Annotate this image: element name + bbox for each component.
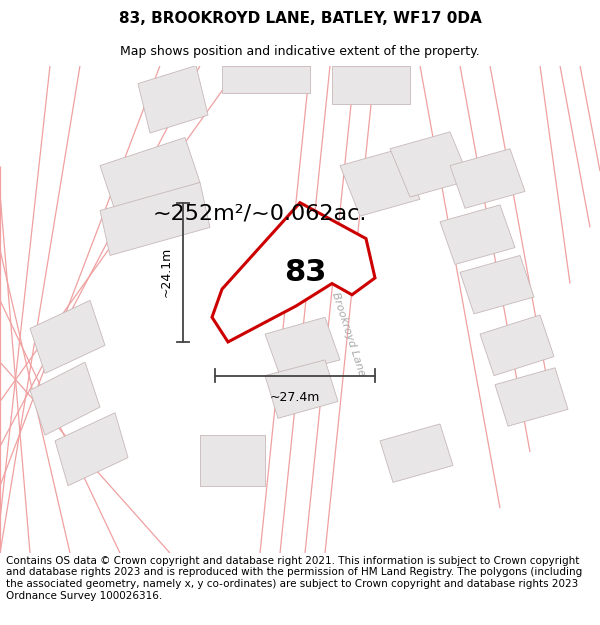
Polygon shape: [30, 301, 105, 373]
Text: ~24.1m: ~24.1m: [160, 247, 173, 298]
Polygon shape: [390, 132, 470, 197]
Polygon shape: [138, 66, 208, 133]
Text: ~27.4m: ~27.4m: [270, 391, 320, 404]
Polygon shape: [212, 202, 375, 342]
Polygon shape: [30, 362, 100, 435]
Polygon shape: [100, 138, 200, 211]
Text: 83, BROOKROYD LANE, BATLEY, WF17 0DA: 83, BROOKROYD LANE, BATLEY, WF17 0DA: [119, 11, 481, 26]
Polygon shape: [380, 424, 453, 483]
Polygon shape: [55, 412, 128, 486]
Polygon shape: [265, 318, 340, 376]
Text: Map shows position and indicative extent of the property.: Map shows position and indicative extent…: [120, 45, 480, 58]
Polygon shape: [340, 149, 420, 216]
Polygon shape: [460, 256, 534, 314]
Text: Brookroyd Lane: Brookroyd Lane: [329, 291, 367, 378]
Text: 83: 83: [284, 258, 326, 287]
Polygon shape: [450, 149, 525, 208]
Polygon shape: [332, 66, 410, 104]
Text: Contains OS data © Crown copyright and database right 2021. This information is : Contains OS data © Crown copyright and d…: [6, 556, 582, 601]
Polygon shape: [100, 182, 210, 256]
Polygon shape: [200, 435, 265, 486]
Text: ~252m²/~0.062ac.: ~252m²/~0.062ac.: [153, 204, 367, 224]
Polygon shape: [265, 360, 338, 418]
Polygon shape: [480, 315, 554, 376]
Polygon shape: [440, 205, 515, 264]
Polygon shape: [495, 368, 568, 426]
Polygon shape: [222, 66, 310, 92]
